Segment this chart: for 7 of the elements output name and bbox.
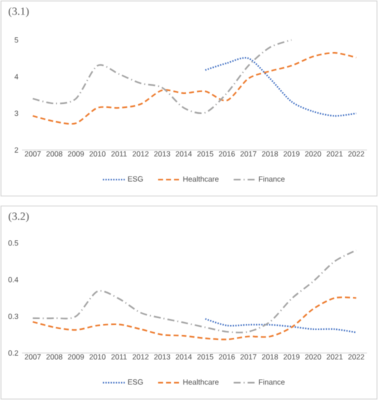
line-series bbox=[32, 39, 292, 114]
line-series bbox=[32, 296, 358, 340]
chart-title: (3.2) bbox=[8, 212, 29, 222]
chart-title: (3.1) bbox=[8, 7, 29, 18]
line-series bbox=[204, 318, 358, 334]
line-series bbox=[204, 57, 358, 117]
line-series bbox=[32, 52, 358, 125]
